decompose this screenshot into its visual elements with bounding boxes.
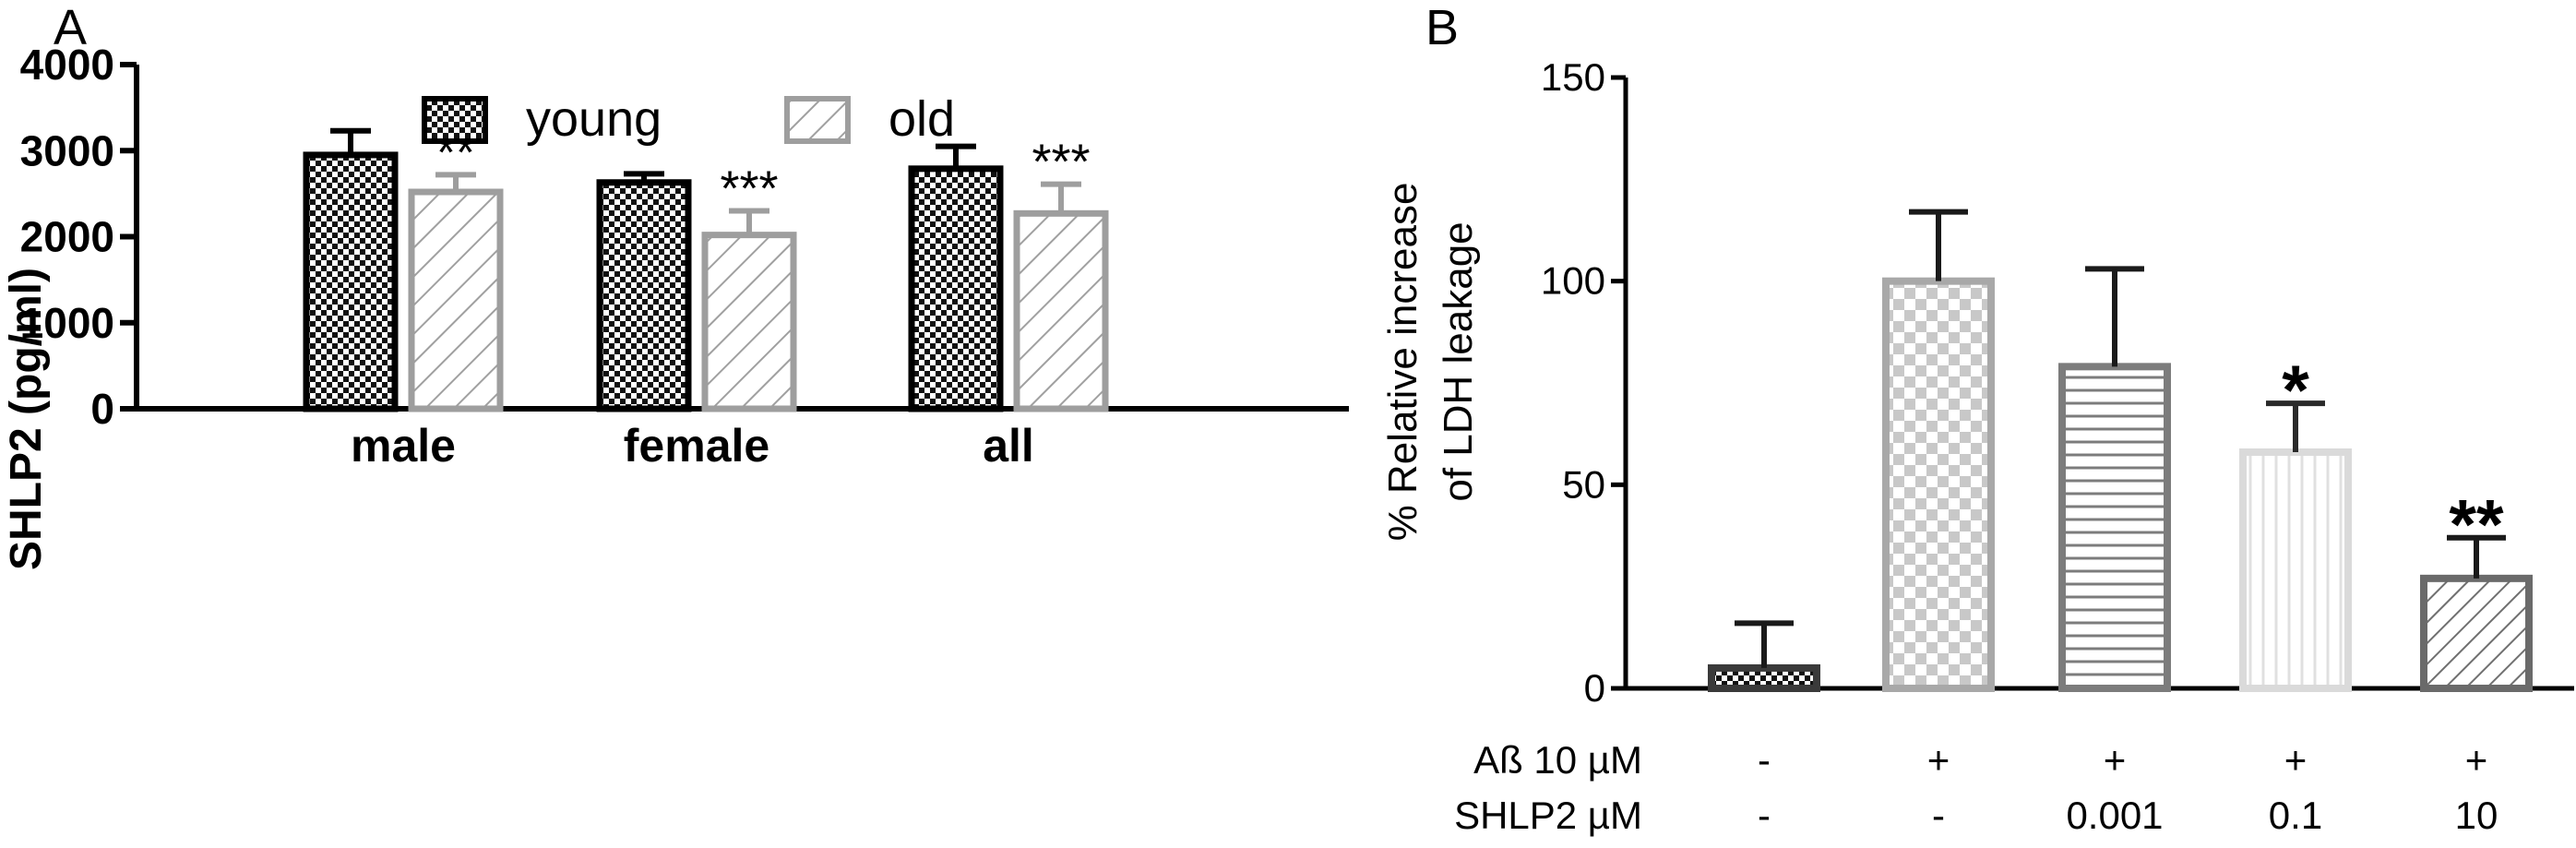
bar — [2239, 448, 2352, 692]
abeta-condition-value: + — [2284, 738, 2308, 782]
significance-marker: *** — [720, 161, 778, 217]
panel-a-axes: 0 1000 2000 3000 4000 male female all — [20, 41, 1349, 472]
y-tick-label: 1000 — [20, 299, 114, 347]
bar — [596, 179, 692, 412]
bar — [1013, 209, 1109, 412]
shlp2-condition-value: 10 — [2455, 794, 2498, 837]
shlp2-condition-value: - — [1932, 794, 1945, 837]
panel-b-condition-rows: - - + - +0.001 +0.1 +10 Aß 10 µM SHLP2 µM — [1454, 738, 2498, 837]
y-tick-label: 100 — [1541, 259, 1605, 303]
panel-a-legend: young old — [422, 91, 955, 147]
y-tick-label: 3000 — [20, 126, 114, 174]
panel-b-y-axis-label-line2: of LDH leakage — [1436, 221, 1481, 501]
abeta-condition-value: - — [1758, 738, 1771, 782]
panel-a-y-axis-label: SHLP2 (pg/ml) — [2, 268, 51, 570]
x-tick-label: all — [983, 420, 1034, 472]
bar — [2058, 363, 2171, 692]
significance-marker: *** — [1032, 135, 1090, 190]
abeta-row-label: Aß 10 µM — [1473, 738, 1642, 782]
panel-b-chart: B % Relative increase of LDH leakage 0 50… — [1380, 0, 2574, 837]
bar — [1882, 277, 1995, 692]
legend-label: old — [888, 91, 955, 147]
panel-b-bars: *** — [1708, 209, 2533, 693]
y-tick-label: 0 — [1584, 666, 1605, 710]
legend-swatch — [784, 96, 851, 144]
shlp2-condition-value: 0.001 — [2066, 794, 2163, 837]
significance-marker: * — [2282, 352, 2309, 430]
y-tick-label: 50 — [1562, 462, 1605, 506]
legend-label: young — [526, 91, 662, 147]
panel-b-y-axis-label-line1: % Relative increase — [1380, 183, 1425, 542]
bar — [303, 151, 399, 412]
abeta-condition-value: + — [1927, 738, 1950, 782]
panel-a-chart: A SHLP2 (pg/ml) 0 1000 2000 3000 4000 male fem… — [2, 0, 1349, 570]
y-tick-label: 4000 — [20, 41, 114, 89]
bar — [408, 188, 504, 412]
shlp2-condition-value: - — [1758, 794, 1771, 837]
panel-a-bars: ***** *** — [303, 125, 1109, 412]
y-tick-label: 150 — [1541, 55, 1605, 99]
x-tick-label: female — [624, 420, 769, 472]
y-tick-label: 0 — [90, 385, 114, 433]
panel-a-letter: A — [54, 0, 87, 55]
abeta-condition-value: + — [2465, 738, 2488, 782]
bar — [908, 165, 1004, 412]
panel-b-axes: 0 50 100 150 — [1541, 55, 2574, 710]
shlp2-row-label: SHLP2 µM — [1454, 794, 1642, 837]
y-tick-label: 2000 — [20, 213, 114, 261]
bar — [701, 232, 797, 412]
panel-b-letter: B — [1425, 0, 1459, 55]
bar — [1708, 663, 1820, 693]
x-tick-label: male — [351, 420, 456, 472]
legend-swatch — [422, 96, 488, 144]
abeta-condition-value: + — [2104, 738, 2127, 782]
shlp2-condition-value: 0.1 — [2269, 794, 2322, 837]
significance-marker: ** — [2449, 486, 2504, 565]
bar — [2420, 574, 2533, 693]
